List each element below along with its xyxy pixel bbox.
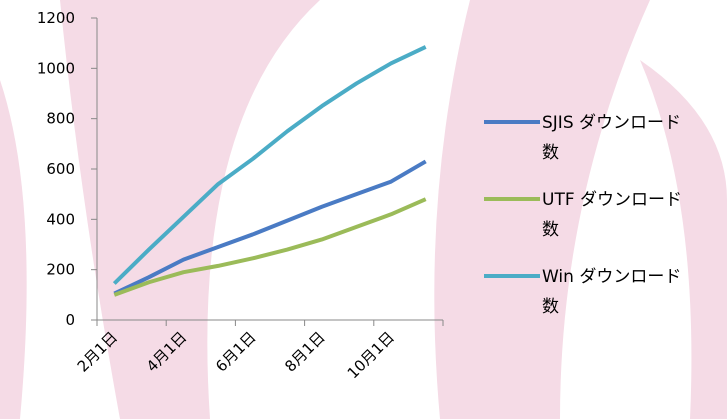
y-tick-label: 800 (46, 110, 75, 128)
x-tick-label: 10月1日 (344, 328, 398, 382)
legend-item: SJIS ダウンロード数 (484, 108, 719, 185)
y-tick-label: 400 (46, 210, 75, 228)
legend: SJIS ダウンロード数 UTF ダウンロード数 Win ダウンロード数 (484, 108, 719, 339)
y-tick-label: 200 (46, 261, 75, 279)
y-tick-label: 1200 (37, 9, 75, 27)
legend-label: SJIS ダウンロード数 (542, 108, 692, 168)
x-tick-label: 6月1日 (212, 328, 259, 375)
legend-swatch (484, 120, 540, 124)
chart-page: 0200400600800100012002月1日4月1日6月1日8月1日10月… (0, 0, 727, 419)
legend-item: UTF ダウンロード数 (484, 185, 719, 262)
legend-label: UTF ダウンロード数 (542, 185, 692, 245)
y-tick-label: 1000 (37, 59, 75, 77)
legend-label: Win ダウンロード数 (542, 262, 692, 322)
x-tick-label: 8月1日 (281, 328, 328, 375)
y-tick-label: 0 (65, 311, 75, 329)
y-tick-label: 600 (46, 160, 75, 178)
legend-swatch (484, 197, 540, 201)
legend-swatch (484, 274, 540, 278)
legend-item: Win ダウンロード数 (484, 262, 719, 339)
